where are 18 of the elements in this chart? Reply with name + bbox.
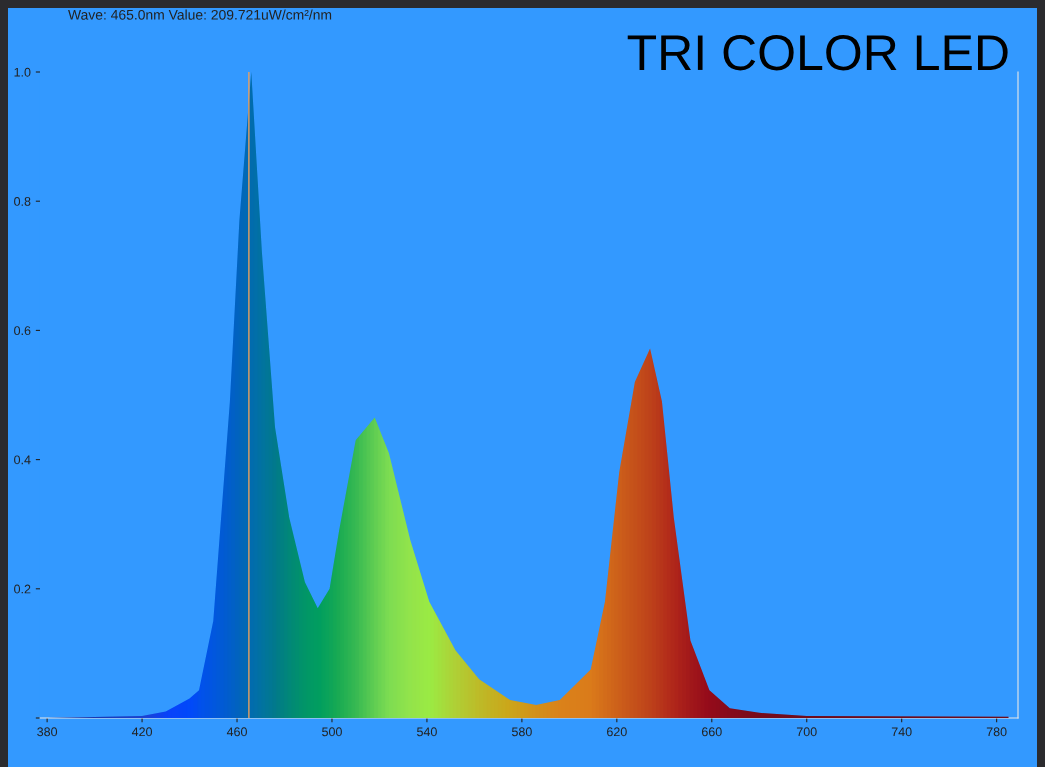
text: Wave: 465.0nm Value: 209.721uW/cm²/nm — [68, 9, 332, 20]
y-tick-label: 0.2 — [14, 584, 31, 594]
y-tick-label: 0.8 — [14, 197, 31, 206]
x-tick-label: 740 — [891, 727, 912, 737]
y-tick-label: 1.0 — [14, 67, 31, 77]
x-tick-label: 420 — [131, 727, 153, 737]
x-tick-label: 700 — [796, 727, 817, 737]
y-tick-label: 0.4 — [14, 455, 31, 465]
x-tick-label: 460 — [226, 727, 247, 737]
x-tick-label: 500 — [322, 727, 342, 737]
x-tick-label: 580 — [511, 727, 532, 737]
chart-title: TRI COLOR LED — [627, 35, 1008, 71]
x-tick-label: 380 — [37, 727, 58, 737]
x-tick-label: 540 — [417, 727, 437, 737]
y-tick-label: 0.6 — [14, 326, 31, 336]
x-tick-label: 780 — [986, 727, 1007, 737]
x-tick-label: 620 — [607, 727, 627, 737]
x-tick-label: 660 — [701, 727, 722, 737]
